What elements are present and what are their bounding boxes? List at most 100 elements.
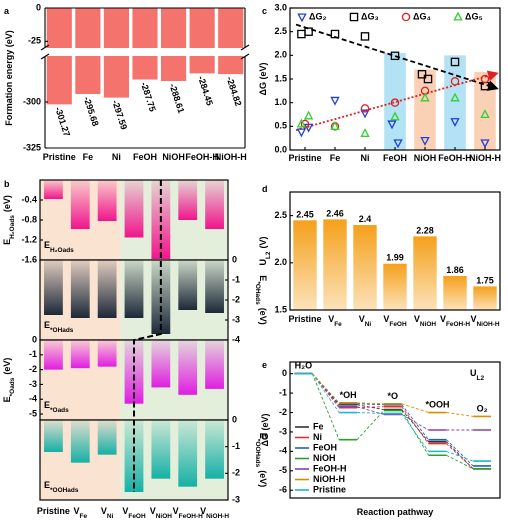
y-tick-label: 0 — [232, 414, 237, 424]
bar — [205, 420, 224, 479]
value-label: -301.27 — [53, 106, 72, 138]
y-tick-label: 1.5 — [274, 304, 287, 314]
y-tick-label: 0 — [36, 2, 41, 12]
x-tick-label: Pristine — [43, 152, 76, 162]
trend-line — [295, 23, 499, 91]
marker — [390, 51, 400, 61]
bar — [205, 340, 224, 389]
marker — [423, 74, 433, 84]
y-axis-label-main: E — [258, 433, 268, 439]
marker — [330, 96, 340, 106]
state-label: H₂O — [295, 361, 313, 371]
x-tick-label-sub: NiOH — [156, 513, 173, 520]
y-tick-label: 2.0 — [274, 257, 287, 267]
marker — [296, 118, 307, 128]
x-tick-label: FeOH — [133, 152, 157, 162]
x-tick-label-main: V — [470, 314, 476, 324]
y-axis-label-unit: (eV) — [258, 470, 268, 487]
marker — [297, 29, 306, 39]
y-axis-label: EH₂Oads (eV) — [2, 195, 16, 245]
highlight — [414, 69, 436, 150]
y-axis-label-main: E — [2, 239, 12, 245]
connector — [356, 404, 384, 411]
bar — [132, 8, 158, 80]
x-tick-label: VFe — [73, 506, 87, 520]
x-tick-label: NiOH-H — [469, 153, 501, 163]
bar — [151, 420, 171, 479]
marker — [420, 137, 430, 146]
marker — [480, 139, 490, 149]
y-axis-label: E*Oads (eV) — [2, 358, 16, 403]
y-tick-label: -4 — [232, 334, 240, 344]
x-tick-label-main: V — [73, 506, 79, 516]
x-tick-label-sub: NiOH-H — [477, 321, 500, 328]
value-label: 1.86 — [446, 265, 464, 275]
x-tick-label: FeOH-H — [438, 153, 472, 163]
marker — [390, 111, 400, 121]
bar — [205, 260, 224, 313]
panel-label-sub: *OOHads — [50, 487, 79, 494]
y-tick-label: 0 — [282, 368, 287, 378]
x-tick-label-main: V — [101, 506, 107, 516]
x-tick-label-sub: FeOH — [389, 321, 407, 328]
marker — [387, 120, 397, 130]
marker — [393, 139, 403, 149]
x-tick-label-sub: Ni — [107, 513, 114, 520]
x-tick-label-sub: Fe — [80, 513, 88, 520]
marker — [450, 118, 460, 127]
marker — [450, 77, 460, 86]
x-tick-label: VFeOH — [383, 314, 407, 328]
panel-label: E*Oads — [44, 400, 69, 414]
plot-frame — [289, 361, 501, 499]
x-tick-label: NiOH — [162, 152, 185, 162]
y-axis-label: ΔG (eV) — [258, 63, 268, 96]
x-tick-label-main: V — [359, 314, 365, 324]
panel-letter: e — [262, 360, 267, 370]
legend-label: NiOH-H — [313, 474, 345, 484]
connector — [401, 406, 429, 444]
y-tick-label: -6 — [279, 485, 287, 495]
y-axis-label-unit: (eV) — [2, 358, 12, 375]
y-tick-label: 2.5 — [274, 210, 287, 220]
x-tick-label-sub: Ni — [365, 321, 372, 328]
connector — [311, 373, 340, 413]
legend-marker — [297, 13, 307, 23]
bar — [75, 8, 101, 95]
marker — [360, 32, 370, 41]
bar — [413, 236, 437, 310]
y-axis-label-sub: H₂Oads — [9, 215, 16, 239]
y-tick-label: -1.2 — [21, 234, 37, 244]
y-tick-label: 2.5 — [274, 26, 287, 36]
x-tick-label-main: V — [328, 314, 334, 324]
value-label: -284.82 — [225, 75, 244, 107]
connector — [401, 409, 429, 442]
x-tick-label-main: Pristine — [288, 314, 321, 324]
legend-marker — [401, 12, 411, 22]
y-tick-label: -1.6 — [21, 254, 37, 264]
y-tick-label: -5 — [29, 408, 37, 418]
panel-label-sub: H₂Oads — [50, 247, 74, 254]
marker — [480, 109, 490, 119]
x-tick-label: VNiOH — [150, 506, 173, 520]
bar — [44, 340, 63, 370]
state-label: O₂ — [477, 403, 488, 413]
connector — [357, 406, 384, 409]
connector — [446, 439, 474, 467]
x-tick-label: Pristine — [288, 153, 321, 163]
y-axis-label: ΔG (eV) — [260, 414, 270, 447]
panel-letter: b — [4, 179, 10, 189]
x-tick-label-main: V — [173, 506, 179, 516]
bar — [151, 340, 171, 388]
chart-title-sub: L2 — [477, 375, 485, 382]
marker — [450, 92, 460, 102]
value-label: 2.28 — [416, 225, 434, 235]
y-tick-label: -25 — [28, 36, 41, 46]
bar — [161, 8, 187, 82]
y-tick-label: -3 — [232, 494, 240, 504]
x-tick-label-sub: FeOH-H — [179, 513, 203, 520]
bar — [44, 420, 63, 452]
x-tick-label: VNi — [359, 314, 372, 328]
y-axis-label-main: E — [258, 275, 268, 281]
y-tick-label: -3 — [29, 379, 37, 389]
